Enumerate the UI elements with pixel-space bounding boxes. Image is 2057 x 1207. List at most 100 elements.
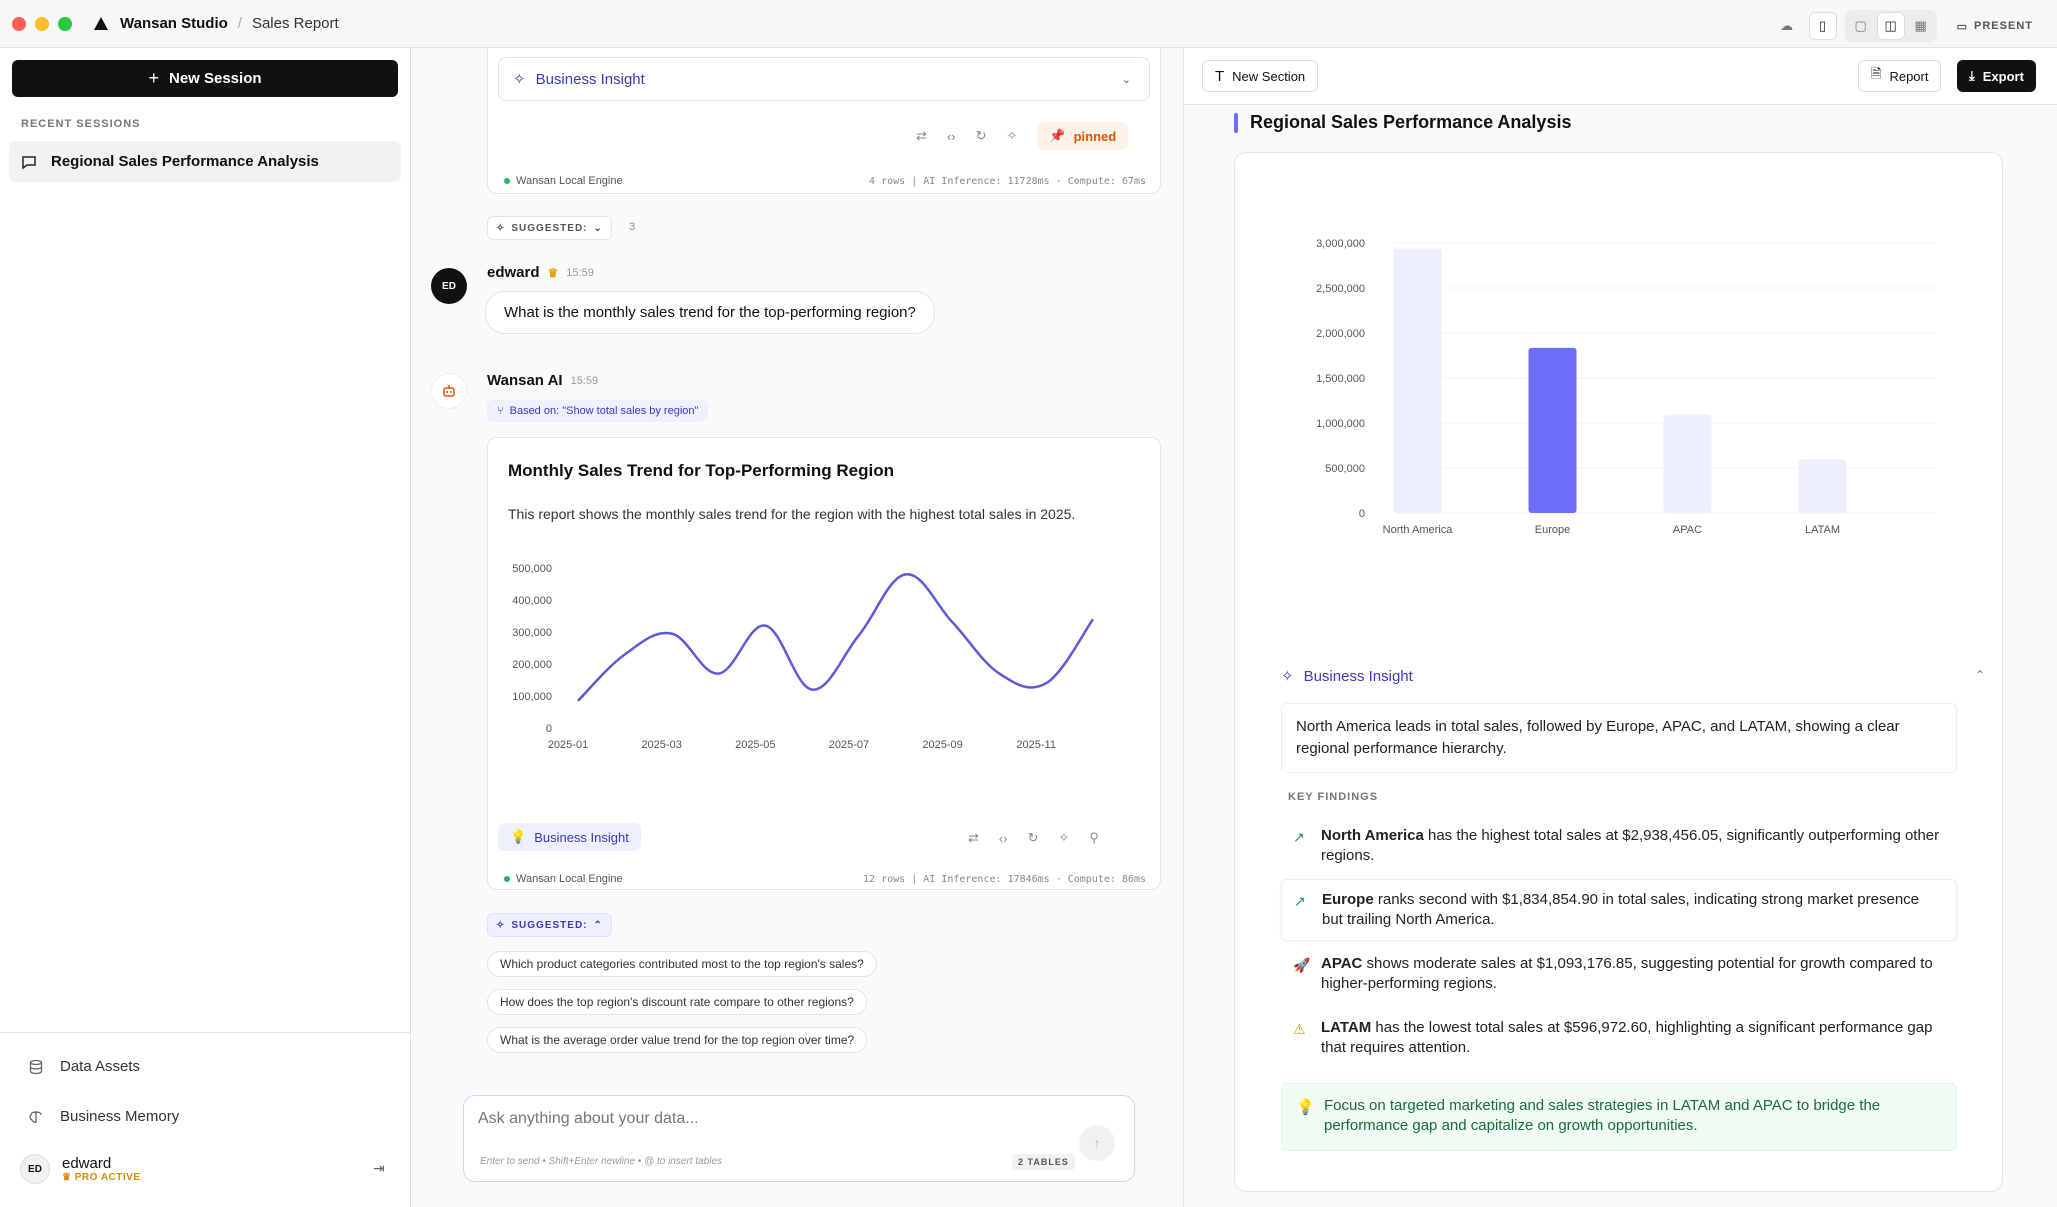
- crown-icon: ♛: [62, 1172, 72, 1183]
- business-insight-chip-label: Business Insight: [534, 829, 629, 845]
- sidebar-footer-divider: [0, 1032, 411, 1033]
- data-assets-link[interactable]: Data Assets: [28, 1058, 140, 1075]
- ai-message-time: 15:59: [570, 374, 599, 387]
- finding-text: shows moderate sales at $1,093,176.85, s…: [1321, 955, 1933, 992]
- report-title: Monthly Sales Trend for Top-Performing R…: [508, 461, 894, 480]
- plan-badge: ♛ PRO ACTIVE: [62, 1172, 141, 1183]
- present-icon: ▭: [1956, 20, 1969, 33]
- line-chart: 0 100,000 200,000 300,000 400,000 500,000 2025…: [512, 563, 1095, 751]
- robot-icon: [443, 385, 455, 397]
- avatar: ED: [20, 1154, 50, 1184]
- tables-badge[interactable]: 2 TABLES: [1012, 1154, 1075, 1170]
- user-profile[interactable]: ED edward ♛ PRO ACTIVE: [20, 1154, 141, 1184]
- pinned-badge[interactable]: 📌 pinned: [1037, 122, 1129, 150]
- x-tick-label: APAC: [1673, 524, 1702, 536]
- business-memory-label: Business Memory: [60, 1108, 180, 1125]
- chevron-up-icon[interactable]: ⌃: [1975, 668, 1986, 682]
- plus-icon: +: [148, 68, 159, 88]
- split-layout-button[interactable]: ◫: [1876, 12, 1905, 40]
- based-on-chip[interactable]: ⑂ Based on: "Show total sales by region": [487, 400, 709, 422]
- x-tick-label: 2025-01: [548, 739, 588, 751]
- code-icon[interactable]: ‹›: [998, 830, 1008, 846]
- new-session-label: New Session: [168, 70, 262, 87]
- minimize-window-button[interactable]: [35, 16, 49, 31]
- present-label: PRESENT: [1974, 20, 2033, 32]
- lightbulb-icon: 💡: [510, 829, 527, 844]
- finding-text: ranks second with $1,834,854.90 in total…: [1322, 891, 1920, 928]
- finding-text: has the lowest total sales at $596,972.6…: [1321, 1019, 1933, 1056]
- sync-icon: ☁: [1780, 18, 1794, 33]
- x-tick-label: North America: [1383, 524, 1454, 536]
- sparkles-icon[interactable]: ✧: [1058, 830, 1070, 845]
- ai-message-name: Wansan AI: [487, 372, 563, 389]
- y-tick-label: 0: [546, 723, 552, 735]
- settings-sliders-icon[interactable]: ⇄: [916, 128, 927, 143]
- send-button[interactable]: ↑: [1079, 1125, 1115, 1161]
- arrow-up-icon: ↑: [1093, 1135, 1101, 1151]
- database-icon: [29, 1059, 43, 1074]
- report-button[interactable]: 🗎 Report: [1858, 60, 1942, 92]
- suggestion-chip[interactable]: What is the average order value trend fo…: [487, 1027, 868, 1053]
- bar[interactable]: [1798, 459, 1847, 513]
- toggle-sidebar-button[interactable]: ▯: [1808, 12, 1837, 40]
- business-insight-header[interactable]: ✧ Business Insight: [1281, 667, 1413, 686]
- layout-switcher: ▢ ◫ ▦: [1844, 10, 1937, 42]
- engine-name: Wansan Local Engine: [516, 873, 623, 885]
- bar[interactable]: [1528, 347, 1577, 513]
- grid-layout-button[interactable]: ▦: [1914, 18, 1927, 33]
- code-icon[interactable]: ‹›: [946, 128, 956, 144]
- bar[interactable]: [1393, 248, 1442, 514]
- business-insight-chip[interactable]: 💡 Business Insight: [498, 823, 641, 851]
- user-name: edward: [62, 1155, 112, 1172]
- report-label: Report: [1889, 68, 1929, 84]
- finding-lead: LATAM: [1321, 1019, 1372, 1036]
- section-title-text: Regional Sales Performance Analysis: [1250, 112, 1572, 132]
- sparkles-icon: ✧: [513, 71, 526, 88]
- business-memory-link[interactable]: Business Memory: [28, 1108, 179, 1125]
- branch-icon: ⑂: [497, 405, 504, 417]
- chat-layout-button[interactable]: ▢: [1854, 18, 1867, 33]
- chevron-down-icon: ⌄: [1121, 73, 1131, 86]
- session-item[interactable]: Regional Sales Performance Analysis: [9, 141, 401, 182]
- finding-lead: North America: [1321, 827, 1424, 844]
- report-description: This report shows the monthly sales tren…: [508, 506, 1076, 522]
- business-insight-label: Business Insight: [1303, 667, 1413, 685]
- business-insight-toggle[interactable]: ✧ Business Insight ⌄: [498, 57, 1150, 101]
- export-button[interactable]: ⤓ Export: [1957, 60, 2036, 92]
- settings-sliders-icon[interactable]: ⇄: [968, 830, 979, 845]
- sparkles-icon[interactable]: ✧: [1006, 128, 1018, 143]
- user-message-bubble: What is the monthly sales trend for the …: [485, 291, 935, 334]
- chat-input[interactable]: [478, 1110, 1038, 1128]
- ai-message-header: Wansan AI 15:59: [487, 372, 598, 389]
- report-panel: T New Section 🗎 Report ⤓ Export Regional…: [1183, 48, 2057, 1207]
- user-message-header: edward ♛ 15:59: [487, 264, 594, 281]
- new-session-button[interactable]: + New Session: [12, 60, 398, 97]
- suggested-toggle[interactable]: ✧ SUGGESTED: ⌄: [487, 216, 612, 240]
- suggested-toggle[interactable]: ✧ SUGGESTED: ⌃: [487, 913, 612, 937]
- zoom-window-button[interactable]: [58, 16, 72, 31]
- suggestion-chip[interactable]: Which product categories contributed mos…: [487, 951, 877, 977]
- user-avatar: ED: [431, 268, 467, 304]
- pinned-label: pinned: [1073, 128, 1117, 144]
- trend-up-icon: ↗: [1293, 829, 1305, 845]
- app-title: Wansan Studio: [120, 15, 228, 32]
- breadcrumb[interactable]: Sales Report: [251, 15, 339, 32]
- sidebar: + New Session RECENT SESSIONS Regional S…: [0, 48, 411, 1207]
- engine-status: Wansan Local Engine: [504, 175, 623, 187]
- rocket-icon: 🚀: [1293, 957, 1311, 973]
- present-button[interactable]: ▭ PRESENT: [1957, 20, 2033, 33]
- card-toolbar: ⇄ ‹› ↻ ✧ ⚲: [968, 830, 1099, 846]
- logout-icon[interactable]: ⇥: [373, 1160, 385, 1176]
- close-window-button[interactable]: [12, 16, 26, 31]
- pin-icon[interactable]: ⚲: [1089, 830, 1099, 845]
- refresh-icon[interactable]: ↻: [975, 128, 987, 143]
- previous-report-card: ✧ Business Insight ⌄ ⇄ ‹› ↻ ✧ 📌 pinned Wa…: [487, 48, 1161, 194]
- refresh-icon[interactable]: ↻: [1027, 830, 1039, 845]
- bar[interactable]: [1663, 414, 1712, 513]
- finding-lead: Europe: [1322, 891, 1374, 908]
- new-section-button[interactable]: T New Section: [1202, 60, 1319, 92]
- sparkles-icon: ✧: [1281, 668, 1294, 685]
- y-tick-label: 1,000,000: [1316, 418, 1365, 430]
- chat-bubble-icon: [22, 155, 36, 169]
- suggestion-chip[interactable]: How does the top region's discount rate …: [487, 989, 867, 1015]
